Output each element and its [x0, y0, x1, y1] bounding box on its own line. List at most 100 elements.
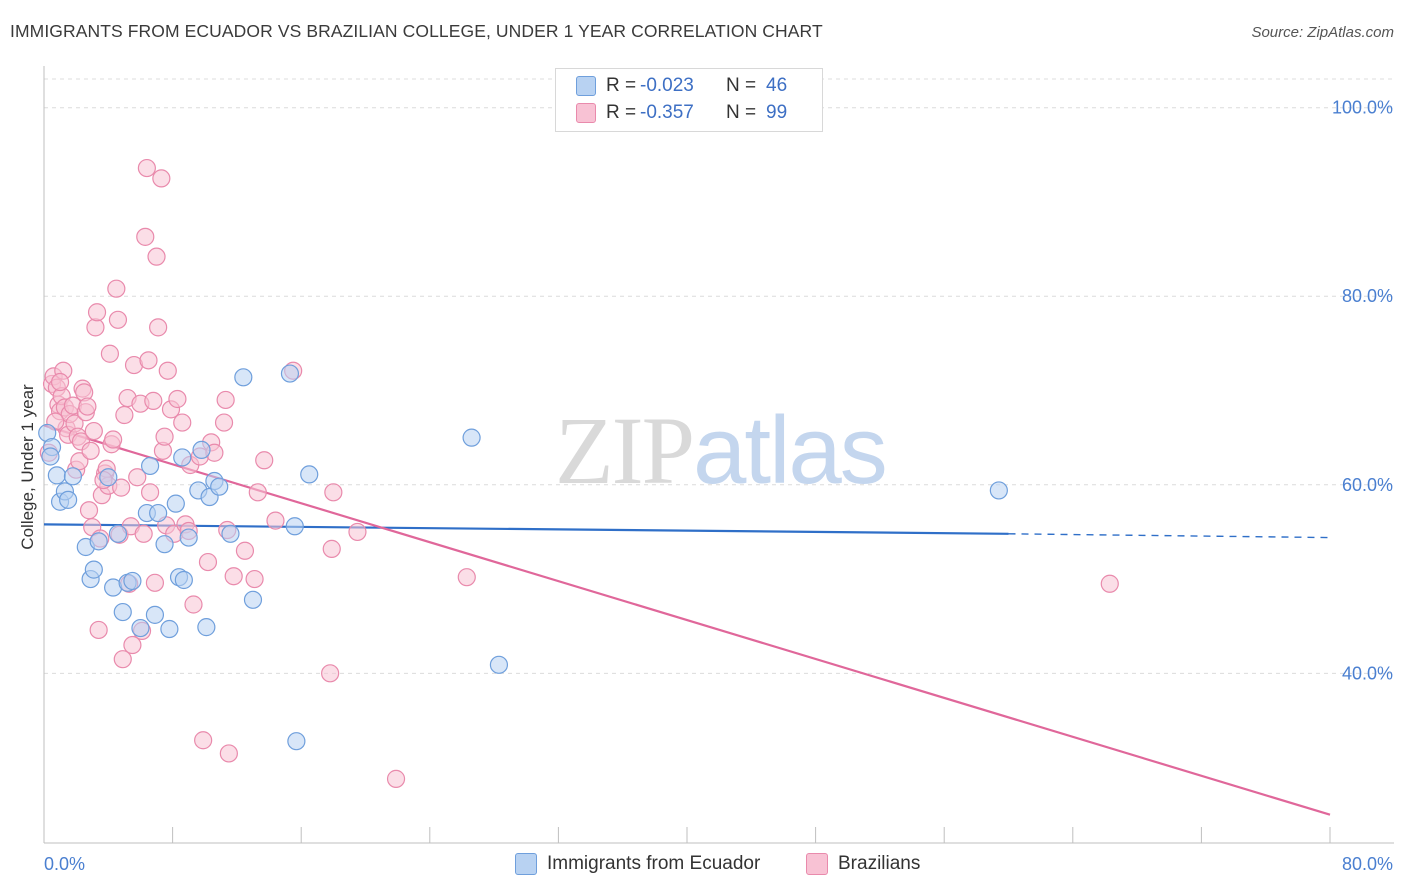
ecuador-point: [462, 428, 481, 447]
y-tick-label: 40.0%: [1342, 663, 1393, 683]
brazilian-point: [139, 351, 158, 370]
legend-r-label: R =: [606, 102, 637, 123]
ecuador-point: [489, 655, 509, 674]
ecuador-point: [113, 602, 132, 622]
ecuador-point: [145, 605, 165, 624]
ecuador-point: [160, 619, 179, 639]
legend-swatch-blue: [576, 76, 596, 96]
tick-labels: 40.0% 60.0% 80.0% 100.0% 0.0% 80.0%: [44, 98, 1393, 874]
legend-item-ecuador[interactable]: Immigrants from Ecuador: [515, 852, 760, 876]
ecuador-point: [234, 368, 253, 387]
legend-n-label: N =: [726, 102, 757, 123]
brazilian-point: [184, 595, 203, 614]
brazilian-point: [322, 539, 341, 558]
brazilian-point: [137, 158, 156, 178]
brazilian-point: [219, 744, 238, 763]
brazilian-point: [457, 568, 476, 587]
ecuador-trend-extension: [1008, 533, 1331, 539]
legend-row-ecuador: R = -0.023 N = 46: [576, 73, 787, 99]
legend-item-brazilians[interactable]: Brazilians: [806, 852, 920, 876]
y-tick-label: 80.0%: [1342, 286, 1393, 306]
stats-legend: R = -0.023 N = 46 R = -0.357 N = 99: [555, 68, 823, 132]
source-label: Source: ZipAtlas.com: [1251, 24, 1394, 41]
ecuador-point: [131, 618, 150, 638]
ecuador-point: [140, 456, 160, 476]
brazilian-point: [123, 635, 142, 655]
legend-n-label: N =: [726, 75, 757, 96]
ecuador-point: [84, 560, 103, 579]
ecuador-point: [166, 494, 185, 513]
brazilian-point: [149, 318, 168, 337]
brazilian-point: [214, 413, 234, 432]
ecuador-point: [197, 618, 216, 637]
legend-label-brazilians: Brazilians: [838, 853, 921, 874]
ecuador-point: [174, 570, 193, 590]
brazilian-point: [386, 769, 406, 788]
ecuador-point: [285, 517, 304, 536]
brazilian-point: [147, 247, 166, 266]
ecuador-point: [149, 503, 168, 523]
ecuador-point: [123, 571, 142, 591]
brazilian-point: [194, 731, 213, 750]
brazilian-point: [198, 552, 218, 572]
brazilian-point: [108, 310, 128, 329]
brazilian-point: [107, 279, 126, 298]
ecuador-point: [173, 448, 192, 467]
brazilian-point: [158, 361, 177, 380]
ecuador-point: [989, 481, 1008, 500]
ecuador-point: [287, 732, 306, 751]
y-tick-label: 100.0%: [1332, 98, 1393, 118]
ecuador-point: [221, 524, 240, 543]
ecuador-point: [192, 440, 211, 460]
brazilian-point: [81, 441, 100, 460]
brazilian-point: [144, 391, 163, 410]
chart-title: IMMIGRANTS FROM ECUADOR VS BRAZILIAN COL…: [10, 21, 823, 41]
brazilian-point: [266, 511, 285, 530]
legend-swatch-pink: [806, 853, 828, 875]
ecuador-point: [99, 468, 118, 487]
brazilian-point: [152, 169, 171, 188]
legend-r-value: -0.357: [640, 102, 694, 123]
brazilian-point: [84, 421, 103, 441]
ecuador-point: [47, 466, 66, 485]
brazilian-point: [112, 478, 131, 497]
brazilian-point: [78, 397, 97, 416]
ecuador-point: [280, 364, 300, 383]
brazilian-point: [321, 664, 340, 683]
brazilian-point: [245, 569, 264, 589]
legend-r-label: R =: [606, 75, 637, 96]
legend-n-value: 46: [766, 75, 788, 96]
brazilian-point: [1100, 574, 1119, 593]
brazilian-point: [115, 405, 134, 425]
brazilian-point: [50, 372, 70, 392]
brazilian-point: [134, 524, 153, 543]
brazilian-point: [248, 483, 267, 502]
y-tick-label: 60.0%: [1342, 475, 1393, 495]
brazilian-point: [113, 650, 132, 669]
x-tick-label-max: 80.0%: [1342, 854, 1393, 874]
ecuador-point: [210, 477, 229, 496]
legend-r-value: -0.023: [640, 75, 694, 96]
brazilian-point: [79, 501, 99, 520]
brazilian-point: [216, 390, 235, 410]
legend-swatch-blue: [515, 853, 537, 875]
brazilian-point: [104, 430, 123, 449]
brazilian-point: [155, 427, 174, 446]
y-axis-label: College, Under 1 year: [18, 384, 37, 550]
brazilian-point: [255, 451, 274, 470]
data-points: [38, 158, 1119, 788]
legend-n-value: 99: [766, 102, 788, 123]
brazilian-point: [348, 522, 367, 542]
ecuador-point: [155, 535, 174, 554]
legend-swatch-pink: [576, 103, 596, 123]
ecuador-point: [41, 447, 60, 466]
brazilian-point: [100, 344, 120, 363]
ecuador-point: [108, 524, 128, 543]
ecuador-point: [59, 490, 78, 509]
x-tick-label-min: 0.0%: [44, 854, 85, 874]
legend-row-brazilians: R = -0.357 N = 99: [576, 100, 787, 126]
brazilian-point: [324, 483, 343, 502]
brazilian-point: [89, 620, 108, 640]
legend-label-ecuador: Immigrants from Ecuador: [547, 853, 761, 874]
